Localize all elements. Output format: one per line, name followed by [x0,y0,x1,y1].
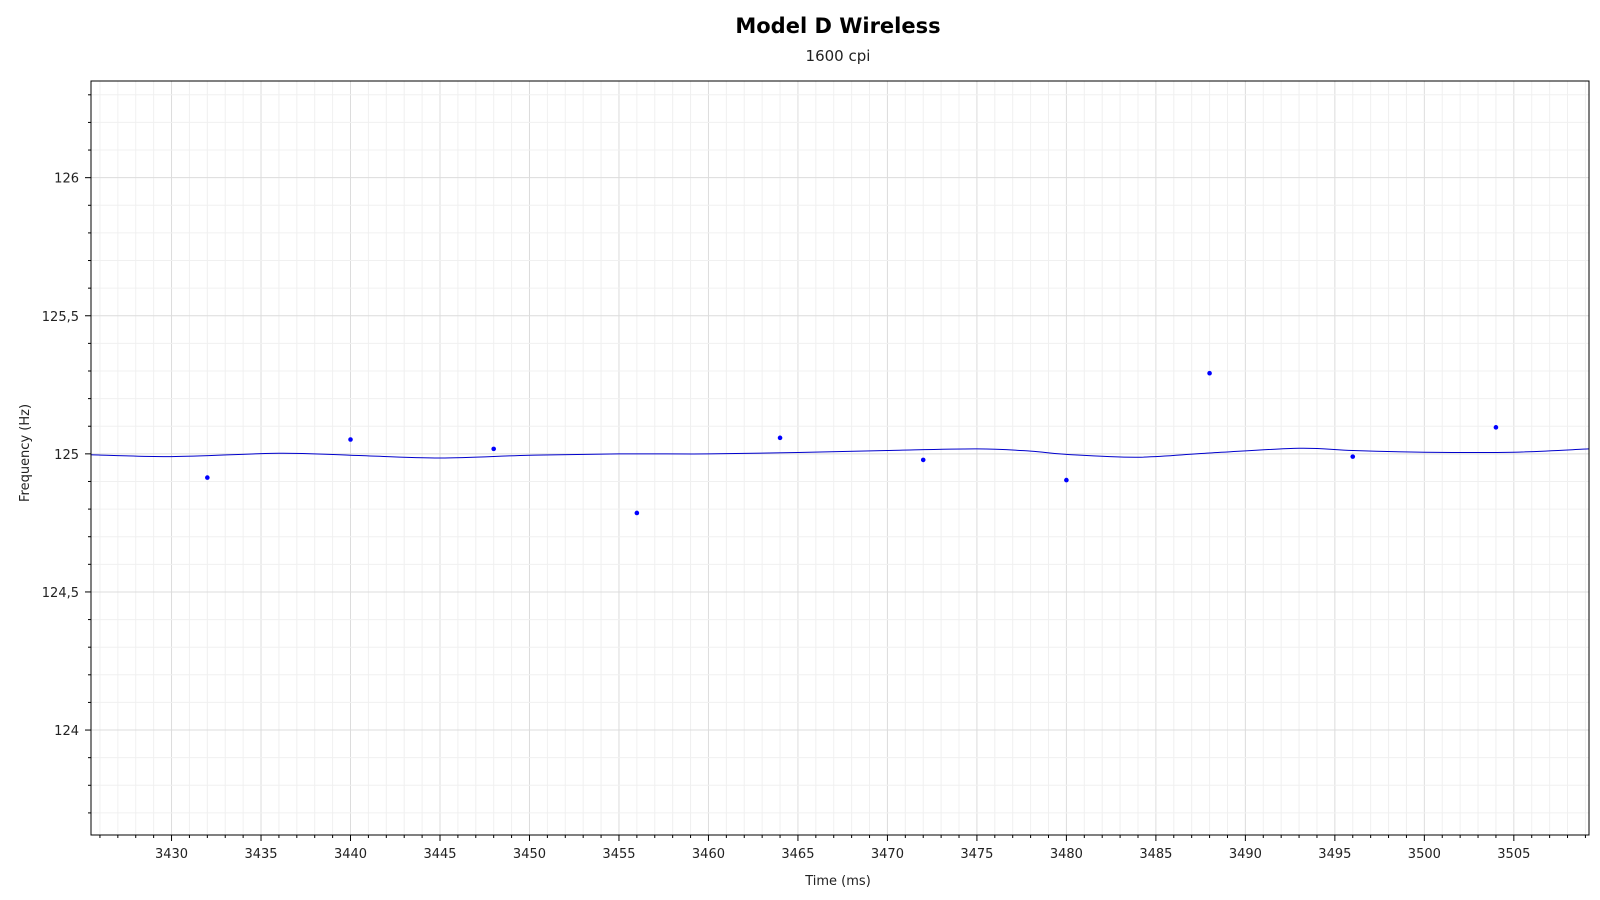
data-point [777,435,783,441]
y-tick-label: 125 [54,448,79,463]
chart-subtitle: 1600 cpi [806,47,871,65]
x-tick-label: 3490 [1229,847,1262,862]
data-point [205,475,210,480]
y-tick-label: 126 [54,172,79,187]
x-tick-label: 3450 [513,847,546,862]
x-tick-label: 3470 [871,847,904,862]
data-point [1493,425,1499,430]
data-point [634,510,640,516]
data-point [491,446,496,452]
grid [91,81,1589,835]
axes: 3430 3435 3440 3445 3450 3455 3460 3465 3470 3475… [42,94,1586,862]
x-tick-label: 3435 [244,847,277,862]
data-point [348,437,353,442]
fit-line-layer [90,447,1590,459]
y-tick-label: 124 [54,724,79,739]
x-tick-label: 3440 [334,847,367,862]
x-tick-label: 3455 [602,847,635,862]
x-tick-label: 3465 [781,847,814,862]
y-tick-label: 125,5 [42,310,79,325]
x-tick-label: 3430 [155,847,188,862]
data-point [1350,454,1356,459]
x-axis-label: Time (ms) [804,874,871,889]
data-point [1064,477,1069,483]
data-point [920,457,926,463]
data-point [1207,370,1212,376]
points-layer [205,370,1499,516]
x-tick-label: 3445 [423,847,456,862]
plot-frame [90,80,1590,836]
x-tick-label: 3475 [960,847,993,862]
y-axis-label: Frequency (Hz) [18,404,33,502]
fit-line [90,447,1590,459]
x-tick-label: 3485 [1139,847,1172,862]
x-tick-label: 3480 [1050,847,1083,862]
chart-title: Model D Wireless [735,14,940,38]
x-tick-label: 3495 [1318,847,1351,862]
x-tick-label: 3505 [1497,847,1530,862]
x-tick-label: 3500 [1408,847,1441,862]
x-tick-label: 3460 [692,847,725,862]
y-tick-label: 124,5 [42,586,79,601]
